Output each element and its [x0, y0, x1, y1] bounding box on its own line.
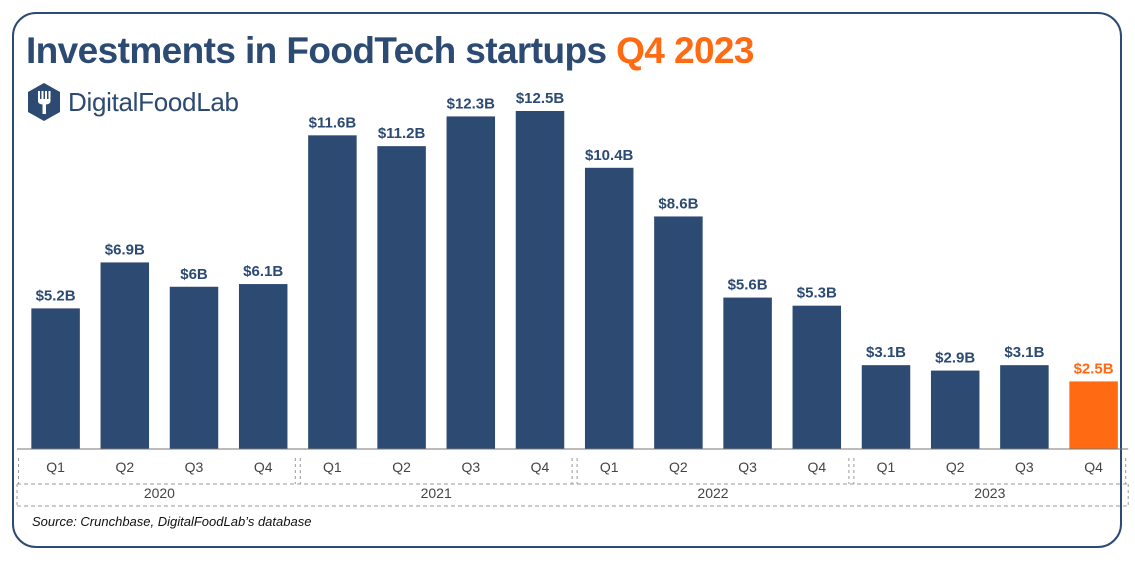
data-label: $11.6B — [309, 114, 357, 131]
data-label: $6.1B — [243, 263, 283, 280]
x-tick-label: Q4 — [254, 459, 273, 475]
data-label: $11.2B — [378, 125, 426, 142]
data-label: $6.9B — [105, 241, 145, 258]
data-label: $5.6B — [728, 277, 768, 294]
x-tick-label: Q2 — [946, 459, 965, 475]
data-label: $8.6B — [658, 195, 698, 212]
bar — [1000, 365, 1049, 449]
title-main: Investments in FoodTech startups — [26, 30, 607, 71]
bar — [515, 111, 565, 449]
x-tick-label: Q2 — [392, 459, 411, 475]
bar — [1069, 381, 1118, 449]
data-label: $5.2B — [36, 287, 76, 304]
chart-title: Investments in FoodTech startups Q4 2023 — [26, 32, 754, 69]
data-label: $10.4B — [585, 147, 634, 164]
data-label: $6B — [180, 266, 208, 283]
bar — [308, 135, 357, 449]
bar — [446, 116, 496, 450]
title-highlight: Q4 2023 — [616, 30, 754, 71]
data-label: $2.5B — [1074, 360, 1114, 377]
bar — [100, 262, 150, 449]
bar — [654, 216, 703, 449]
x-tick-label: Q3 — [1015, 459, 1034, 475]
x-tick-label: Q4 — [1084, 459, 1103, 475]
source-note: Source: Crunchbase, DigitalFoodLab’s dat… — [32, 514, 312, 529]
x-tick-label: Q1 — [877, 459, 896, 475]
bar — [584, 167, 634, 449]
bar — [792, 305, 842, 449]
bar — [377, 146, 426, 450]
data-label: $3.1B — [1004, 344, 1044, 361]
bar — [861, 365, 911, 449]
x-group-label: 2023 — [974, 485, 1005, 501]
data-label: $12.5B — [516, 90, 565, 107]
x-group-label: 2021 — [421, 485, 452, 501]
x-tick-label: Q3 — [185, 459, 204, 475]
x-group-label: 2020 — [144, 485, 175, 501]
x-group-label: 2022 — [697, 485, 728, 501]
x-tick-label: Q3 — [461, 459, 480, 475]
x-tick-label: Q4 — [807, 459, 826, 475]
bar — [238, 284, 288, 449]
bar — [169, 286, 219, 449]
data-label: $2.9B — [935, 350, 975, 367]
x-tick-label: Q4 — [531, 459, 550, 475]
brand-logo: DigitalFoodLab — [26, 82, 239, 122]
bar — [930, 370, 980, 449]
data-label: $12.3B — [447, 95, 496, 112]
x-tick-label: Q2 — [115, 459, 134, 475]
x-tick-label: Q2 — [669, 459, 688, 475]
bar — [723, 297, 772, 449]
bar — [31, 308, 80, 449]
chart-card — [12, 12, 1122, 548]
fork-icon — [28, 83, 60, 121]
x-tick-label: Q1 — [600, 459, 619, 475]
x-tick-label: Q3 — [738, 459, 757, 475]
data-label: $5.3B — [797, 285, 837, 302]
data-label: $3.1B — [866, 344, 906, 361]
x-tick-label: Q1 — [323, 459, 342, 475]
x-tick-label: Q1 — [46, 459, 65, 475]
logo-text: DigitalFoodLab — [68, 86, 239, 117]
